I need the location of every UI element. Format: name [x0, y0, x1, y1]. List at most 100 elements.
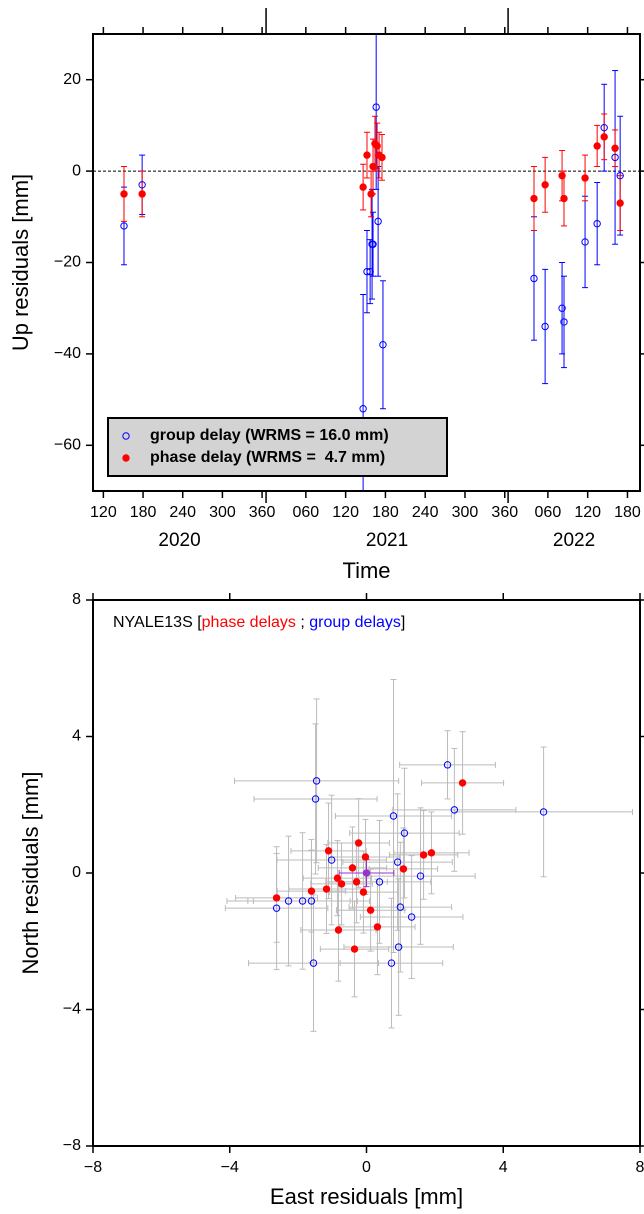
point [322, 885, 331, 893]
point [312, 777, 321, 785]
x-tick-label: 180 [130, 504, 157, 521]
point [307, 897, 316, 905]
x-tick-label: 120 [90, 504, 117, 521]
legend-marker [122, 432, 130, 440]
y-tick-label: −40 [54, 345, 81, 362]
point [600, 133, 608, 141]
point [272, 894, 281, 902]
x-tick-label: 360 [491, 504, 518, 521]
x-tick-label: 060 [535, 504, 562, 521]
x-tick-label: 240 [412, 504, 439, 521]
point [539, 808, 548, 816]
x-tick-label: 180 [372, 504, 399, 521]
point [354, 839, 363, 847]
point [416, 872, 425, 880]
point [369, 162, 377, 171]
point [362, 869, 371, 877]
point [407, 913, 416, 921]
y-tick-label: 20 [63, 71, 81, 88]
point [600, 123, 608, 132]
year-label: 2022 [553, 530, 595, 551]
point [324, 847, 333, 855]
point [366, 267, 374, 276]
point [375, 878, 384, 886]
point [378, 153, 386, 162]
point [309, 959, 318, 967]
point [333, 874, 342, 882]
panel-title: NYALE13S [phase delays ; group delays] [113, 614, 405, 631]
point [611, 144, 619, 152]
x-tick-label: 300 [209, 504, 236, 521]
x-tick-label: 240 [169, 504, 196, 521]
point [348, 864, 357, 872]
y-tick-label: −60 [54, 437, 81, 454]
point [138, 190, 146, 198]
point [530, 194, 538, 203]
y-axis-label: Up residuals [mm] [8, 174, 33, 351]
point [366, 906, 375, 914]
point [611, 153, 619, 162]
y-tick-label: 0 [72, 864, 81, 881]
y-axis-label: North residuals [mm] [18, 772, 43, 975]
y-tick-label: 8 [72, 591, 81, 608]
point [400, 829, 409, 837]
x-tick-label: 360 [249, 504, 276, 521]
point [558, 304, 566, 312]
x-tick-label: 060 [292, 504, 319, 521]
title-part: phase delays [202, 614, 296, 631]
point [363, 151, 371, 159]
panel: −60 −40 −20 0 20 120 180 240 300 360 060 120 180 240 3… [8, 8, 644, 583]
point [419, 851, 428, 859]
point [120, 190, 128, 198]
point [396, 903, 405, 911]
x-tick-label: 300 [452, 504, 479, 521]
point [427, 849, 436, 857]
x-tick-label: −4 [221, 1159, 239, 1176]
x-tick-label: −8 [84, 1159, 102, 1176]
point [541, 322, 549, 331]
point [616, 171, 624, 180]
year-label: 2021 [366, 530, 408, 551]
point [581, 238, 589, 246]
x-axis-label: Time [342, 558, 390, 583]
plot-frame [92, 599, 641, 1147]
y-tick-label: 4 [72, 728, 81, 745]
point [298, 897, 307, 905]
x-tick-label: 8 [636, 1159, 644, 1176]
point [389, 812, 398, 820]
point [337, 880, 346, 888]
point [359, 888, 368, 896]
point [399, 865, 408, 873]
point [393, 858, 402, 866]
point [558, 171, 566, 180]
point [352, 878, 361, 886]
title-part: ; [296, 614, 309, 631]
point [616, 199, 624, 207]
y-tick-label: 0 [72, 162, 81, 179]
point [373, 142, 381, 150]
point [369, 240, 377, 248]
point [367, 190, 375, 198]
point [374, 217, 382, 226]
legend-label: group delay (WRMS = 16.0 mm) [150, 427, 389, 444]
point [373, 923, 382, 931]
point [284, 897, 293, 905]
point [458, 779, 467, 787]
x-axis-label: East residuals [mm] [270, 1184, 463, 1209]
point [138, 181, 146, 189]
point [387, 959, 396, 967]
point [560, 194, 568, 203]
point [530, 274, 538, 283]
point [450, 806, 459, 814]
title-part: ] [401, 614, 405, 631]
point [581, 174, 589, 182]
point [363, 267, 371, 276]
x-tick-label: 180 [614, 504, 641, 521]
point [311, 795, 320, 803]
legend-box [107, 417, 448, 477]
plot-area [224, 679, 633, 1032]
point [359, 405, 367, 413]
legend-marker [122, 454, 130, 462]
point [120, 222, 128, 230]
